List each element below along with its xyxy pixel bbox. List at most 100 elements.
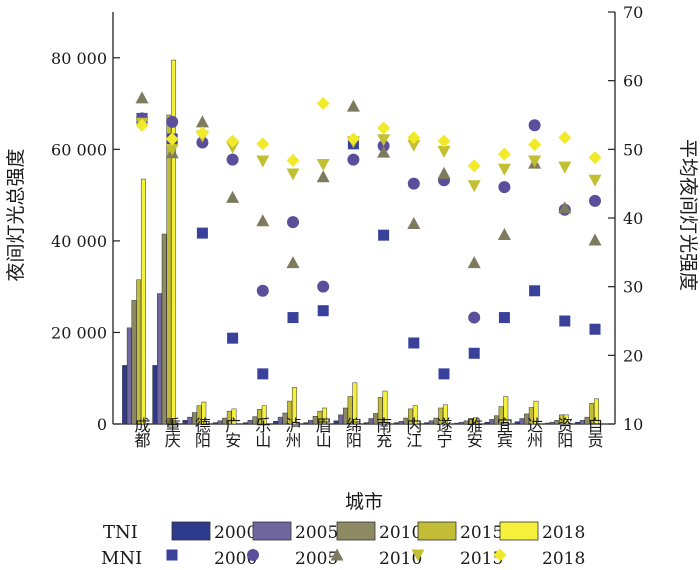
bar-2015-3 [226,410,232,425]
mni-2005-7 [347,153,360,166]
mni-2015-1 [165,143,179,156]
legend-tni-text-2015: 2015 [460,523,503,543]
bar-2000-5 [273,421,279,425]
mni-2010-4 [256,214,270,227]
legend-mni-marker-2005 [247,549,259,561]
right-axis-ticks: 10 20 30 40 50 60 70 [608,3,643,434]
mni-2015-15 [588,174,602,187]
plot-area [112,12,616,425]
mni-2018-15 [588,151,602,165]
legend-mni-marker-2018 [493,548,507,562]
mni-2018-4 [256,137,270,151]
left-tick-label: 80 000 [51,49,107,68]
bar-2018-3 [231,408,237,425]
bar-2010-13 [524,413,530,425]
mni-2015-8 [377,134,391,147]
mni-2005-15 [589,194,601,207]
bar-2005-3 [217,420,223,425]
mni-2010-12 [497,227,511,240]
mni-2010-0 [135,91,149,104]
mni-2000-8 [378,229,390,241]
mni-2018-6 [316,96,330,110]
bar-2015-9 [408,408,413,425]
bar-2005-7 [338,414,344,425]
bar-2005-11 [459,421,464,425]
bar-2000-7 [333,420,339,425]
legend-tni-text-2010: 2010 [379,523,422,543]
legend-tni-text-2000: 2000 [214,523,257,543]
category-label: 遂宁 [434,417,453,448]
mni-markers [135,91,602,380]
bar-2010-14 [554,420,560,425]
mni-2015-4 [256,155,270,168]
legend-mni-marker-2015 [411,549,425,562]
legend-mni-text-2000: 2000 [214,549,257,569]
bar-2010-0 [131,300,137,425]
mni-2005-6 [317,280,330,293]
bar-2005-12 [489,419,495,425]
bar-2010-5 [282,412,288,425]
mni-2015-10 [437,145,451,158]
mni-2015-6 [316,158,330,171]
bar-2010-12 [493,415,499,425]
mni-2000-13 [529,285,541,297]
mni-2000-11 [468,347,480,359]
bar-2005-2 [187,416,193,425]
legend-tni-swatch-2015 [417,521,457,541]
category-label: 泸州 [283,417,302,448]
left-tick-label: 60 000 [51,140,107,159]
right-tick-label: 60 [623,72,643,91]
mni-2000-9 [408,337,420,349]
mni-2000-4 [257,368,269,380]
legend: TNI MNI 2000 2000 2005 2005 2010 2010 2015 2015… [101,521,585,569]
bar-2000-1 [152,365,158,425]
mni-2015-11 [467,180,481,193]
bar-2005-0 [126,327,132,425]
category-label: 雅安 [464,417,483,448]
category-labels: 成都 重庆 德阳 广安 乐山 泸州 眉山 绵阳 南充 内江 遂宁 雅安 宜宾 达州 资阳 自贡 [132,417,604,448]
mni-2005-13 [528,119,541,132]
bar-2000-10 [424,422,430,425]
mni-2018-2 [195,126,209,140]
bar-2000-0 [122,365,128,425]
mni-2015-3 [226,141,240,154]
bar-2000-15 [575,421,581,425]
bar-2005-14 [549,421,555,425]
mni-2018-0 [135,118,149,132]
mni-2010-3 [226,190,240,203]
mni-2015-13 [528,155,542,168]
mni-2000-12 [498,312,510,324]
mni-2005-11 [468,311,481,324]
bar-2005-8 [368,418,374,425]
x-axis-title: 城市 [345,491,383,513]
bar-2018-13 [533,400,539,425]
category-label: 绵阳 [343,417,362,448]
mni-2010-10 [437,166,451,179]
mni-2018-5 [286,153,300,167]
bar-2010-1 [161,233,167,425]
bar-2015-7 [347,396,353,425]
mni-2010-8 [377,145,391,158]
bar-2010-9 [403,417,409,425]
category-label: 眉山 [313,417,332,448]
bar-2018-2 [201,401,207,425]
mni-2000-10 [438,368,450,380]
left-axis-ticks: 0 20 000 40 000 60 000 80 000 [51,49,120,434]
legend-mni-text-2005: 2005 [295,549,338,569]
bar-2015-5 [287,400,293,425]
category-label: 广安 [222,417,241,448]
bar-2005-1 [157,293,162,425]
bar-2015-6 [317,410,323,425]
right-tick-label: 70 [623,3,643,22]
mni-2010-15 [588,233,602,246]
mni-2010-14 [558,201,572,214]
mni-2015-9 [407,139,421,152]
legend-tni-text-2018: 2018 [542,523,585,543]
category-label: 乐山 [252,417,271,448]
bar-2000-4 [242,422,248,425]
left-axis-title: 夜间灯光总强度 [5,148,27,281]
bar-2015-0 [136,279,142,425]
mni-2018-1 [165,132,179,146]
bar-2018-12 [503,396,509,425]
bar-2005-13 [519,418,525,425]
